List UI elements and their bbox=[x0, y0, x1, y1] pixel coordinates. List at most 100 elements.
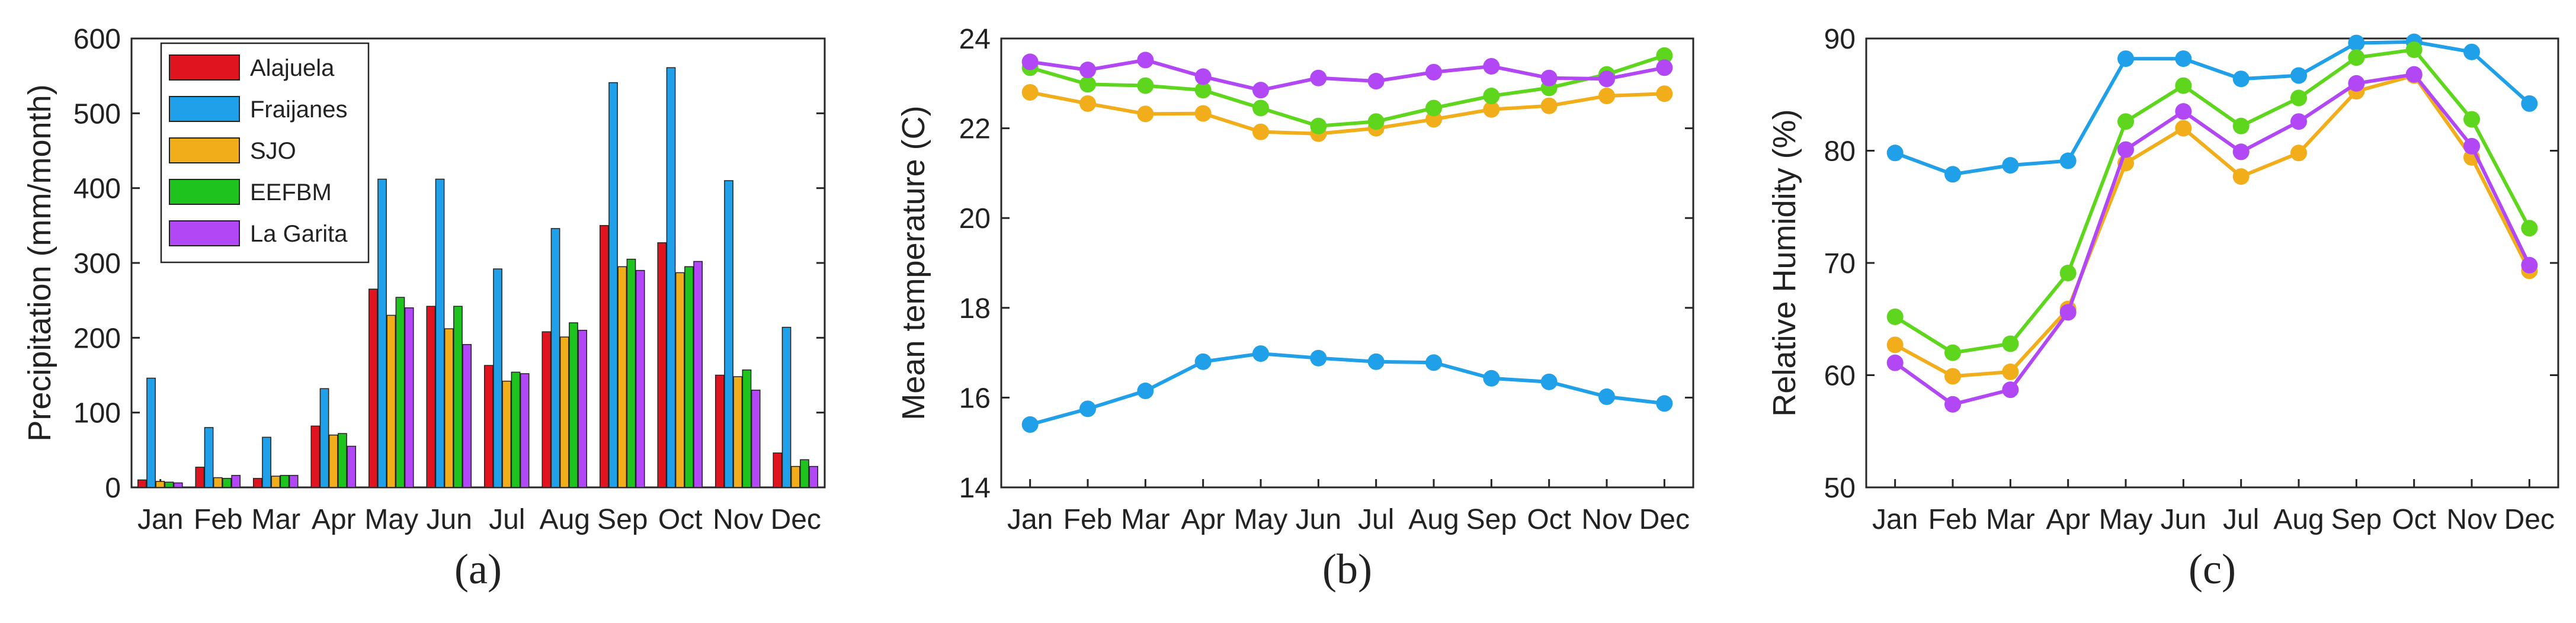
point-fraijanes bbox=[2117, 50, 2134, 68]
y-tick-label: 70 bbox=[1824, 248, 1856, 280]
bar-eefbm bbox=[800, 459, 809, 488]
chart-b: 14 16 18 20 22 24 Jan Feb Mar Apr May Jun Jul Aug Sep O… bbox=[896, 24, 1694, 593]
point-sjo bbox=[1483, 101, 1500, 118]
point-fraijanes bbox=[2002, 157, 2019, 174]
bar-sjo bbox=[733, 376, 743, 488]
x-tick-label: Jun bbox=[2161, 504, 2206, 535]
legend-swatch bbox=[169, 54, 240, 81]
x-tick-label: Jan bbox=[1007, 504, 1053, 535]
point-la-garita bbox=[2290, 113, 2307, 130]
bar-fraijanes bbox=[666, 67, 676, 488]
legend-swatch bbox=[169, 137, 240, 163]
x-tick-label: Jul bbox=[489, 504, 525, 535]
point-eefbm bbox=[2463, 111, 2480, 128]
point-fraijanes bbox=[1886, 144, 1904, 162]
y-tick-label: 200 bbox=[73, 323, 121, 354]
point-eefbm bbox=[1656, 47, 1673, 64]
bar-sjo bbox=[328, 434, 338, 488]
y-tick-label: 22 bbox=[959, 114, 991, 145]
point-eefbm bbox=[1079, 76, 1096, 93]
bar-alajuela bbox=[310, 425, 321, 488]
y-tick-label: 90 bbox=[1824, 24, 1856, 55]
bar-eefbm bbox=[453, 306, 463, 488]
bar-la-garita bbox=[289, 475, 299, 488]
line-eefbm bbox=[1029, 53, 1665, 128]
x-tick-label: Dec bbox=[1639, 504, 1690, 535]
legend-label: SJO bbox=[250, 138, 296, 164]
y-axis-label: Mean temperature (C) bbox=[896, 105, 931, 420]
x-tick-label: Oct bbox=[1527, 504, 1571, 535]
x-tick-label: Jan bbox=[137, 504, 183, 535]
bar-fraijanes bbox=[493, 268, 502, 488]
x-tick-label: May bbox=[1234, 504, 1288, 535]
legend-label: Alajuela bbox=[250, 55, 335, 81]
point-sjo bbox=[1079, 95, 1096, 112]
x-tick-label: Sep bbox=[1466, 504, 1517, 535]
point-eefbm bbox=[1944, 344, 1961, 361]
bar-la-garita bbox=[231, 475, 241, 488]
bar-sjo bbox=[790, 465, 800, 488]
x-tick-label: Apr bbox=[2046, 504, 2090, 535]
legend-label: Fraijanes bbox=[250, 97, 348, 123]
panel-label: (b) bbox=[1322, 545, 1372, 593]
bar-alajuela bbox=[252, 478, 262, 488]
bar-la-garita bbox=[751, 390, 761, 488]
point-sjo bbox=[1540, 97, 1558, 114]
bar-alajuela bbox=[368, 288, 378, 488]
point-eefbm bbox=[2521, 220, 2538, 237]
bar-eefbm bbox=[338, 433, 347, 488]
point-eefbm bbox=[1425, 99, 1442, 117]
bar-sjo bbox=[502, 380, 512, 488]
point-la-garita bbox=[2521, 256, 2538, 274]
y-tick-label: 16 bbox=[959, 383, 991, 414]
y-tick-label: 20 bbox=[959, 203, 991, 235]
bar-sjo bbox=[386, 314, 396, 488]
bar-alajuela bbox=[483, 365, 494, 488]
bar-alajuela bbox=[426, 306, 436, 488]
x-tick-label: Sep bbox=[2331, 504, 2382, 535]
bar-alajuela bbox=[195, 467, 205, 488]
bar-fraijanes bbox=[204, 427, 214, 488]
bar-la-garita bbox=[347, 445, 357, 488]
y-tick-label: 500 bbox=[73, 98, 121, 130]
x-tick-label: Sep bbox=[597, 504, 648, 535]
point-fraijanes bbox=[2463, 43, 2480, 60]
point-la-garita bbox=[1483, 57, 1500, 75]
x-tick-label: Nov bbox=[1581, 504, 1632, 535]
bar-la-garita bbox=[520, 373, 530, 488]
plot-frame bbox=[1000, 37, 1694, 489]
point-fraijanes bbox=[1194, 353, 1212, 370]
bar-la-garita bbox=[693, 261, 703, 488]
bar-eefbm bbox=[569, 322, 578, 488]
point-la-garita bbox=[2232, 143, 2250, 160]
point-la-garita bbox=[2463, 137, 2480, 155]
bar-sjo bbox=[559, 336, 569, 488]
line-fraijanes bbox=[1894, 40, 2531, 176]
point-eefbm bbox=[2405, 41, 2423, 58]
line-la-garita bbox=[1030, 58, 1665, 92]
bar-alajuela bbox=[542, 331, 552, 488]
x-tick-label: Aug bbox=[540, 504, 590, 535]
bar-fraijanes bbox=[550, 228, 560, 488]
bar-eefbm bbox=[164, 481, 174, 488]
point-fraijanes bbox=[1137, 383, 1154, 400]
y-tick-label: 50 bbox=[1824, 473, 1856, 504]
legend: Alajuela Fraijanes SJO EEFBM La Garita bbox=[160, 42, 370, 264]
line-la-garita bbox=[1893, 72, 2532, 407]
point-sjo bbox=[2232, 168, 2250, 185]
point-eefbm bbox=[2117, 113, 2134, 130]
point-eefbm bbox=[1252, 99, 1269, 117]
bar-la-garita bbox=[635, 269, 645, 488]
point-fraijanes bbox=[1598, 388, 1615, 405]
point-sjo bbox=[2175, 120, 2192, 137]
point-fraijanes bbox=[1310, 349, 1327, 367]
point-la-garita bbox=[2117, 141, 2134, 158]
point-la-garita bbox=[1310, 69, 1327, 86]
y-tick-label: 18 bbox=[959, 293, 991, 325]
x-tick-label: Jun bbox=[1296, 504, 1341, 535]
bar-fraijanes bbox=[319, 388, 329, 488]
bar-alajuela bbox=[599, 225, 609, 488]
x-tick-label: Dec bbox=[2504, 504, 2555, 535]
bar-sjo bbox=[155, 481, 165, 488]
bar-la-garita bbox=[173, 482, 183, 488]
